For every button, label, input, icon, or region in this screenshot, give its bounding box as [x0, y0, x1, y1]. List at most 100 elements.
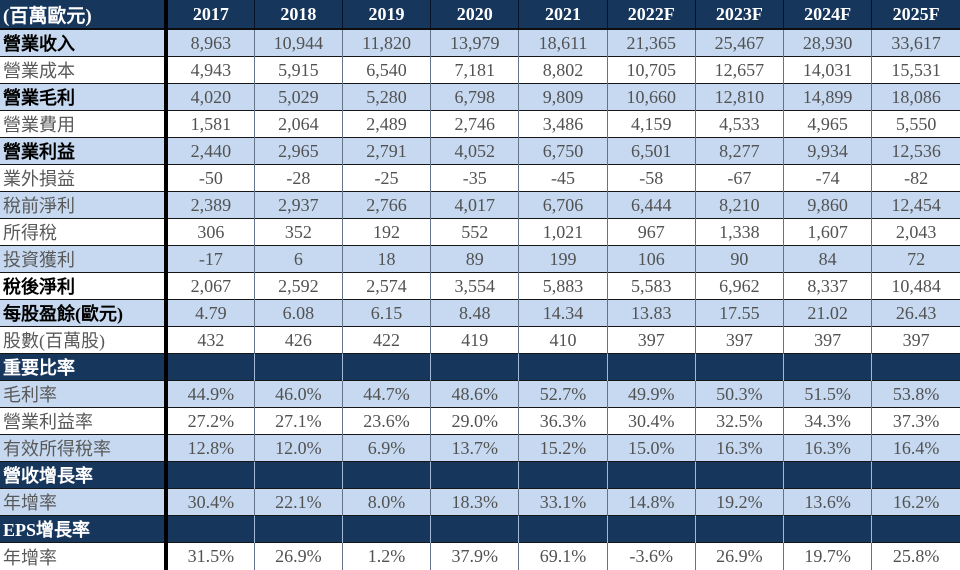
- column-header-2021: 2021: [518, 0, 608, 30]
- value-cell: 17.55: [694, 299, 784, 327]
- section-empty-cell: [253, 515, 343, 543]
- value-cell: 1,581: [165, 110, 255, 138]
- value-cell: 2,064: [253, 110, 343, 138]
- value-cell: 12.8%: [165, 434, 255, 462]
- value-cell: 9,860: [783, 191, 872, 219]
- table-row: 營業利益 2,440 2,965 2,791 4,052 6,750 6,501 8,277 9…: [0, 137, 960, 165]
- value-cell: 2,937: [253, 191, 343, 219]
- value-cell: 6,798: [430, 83, 519, 111]
- value-cell: 10,660: [606, 83, 696, 111]
- table-row: 營業利益率 27.2% 27.1% 23.6% 29.0% 36.3% 30.4% 32.5%…: [0, 407, 960, 435]
- value-cell: 25,467: [694, 29, 784, 57]
- table-row: 每股盈餘(歐元) 4.79 6.08 6.15 8.48 14.34 13.83 17.55 2…: [0, 299, 960, 327]
- value-cell: 8,277: [694, 137, 784, 165]
- value-cell: 8,963: [165, 29, 255, 57]
- value-cell: 72: [871, 245, 960, 273]
- section-empty-cell: [783, 461, 872, 489]
- value-cell: 14,899: [783, 83, 872, 111]
- value-cell: 4,020: [165, 83, 255, 111]
- value-cell: 53.8%: [871, 380, 960, 408]
- value-cell: -17: [165, 245, 255, 273]
- value-cell: 26.9%: [694, 542, 784, 570]
- table-row: 毛利率 44.9% 46.0% 44.7% 48.6% 52.7% 49.9% 50.3% 51…: [0, 380, 960, 408]
- value-cell: 34.3%: [783, 407, 872, 435]
- value-cell: 2,067: [165, 272, 255, 300]
- value-cell: 11,820: [341, 29, 431, 57]
- section-empty-cell: [783, 353, 872, 381]
- value-cell: 410: [518, 326, 608, 354]
- section-empty-cell: [871, 515, 960, 543]
- value-cell: 18: [341, 245, 431, 273]
- value-cell: 6.9%: [341, 434, 431, 462]
- value-cell: 3,486: [518, 110, 608, 138]
- section-header-row: 營收增長率: [0, 461, 960, 489]
- value-cell: 14,031: [783, 56, 872, 84]
- value-cell: 1.2%: [341, 542, 431, 570]
- table-row: 投資獲利 -17 6 18 89 199 106 90 84 72: [0, 245, 960, 273]
- value-cell: 49.9%: [606, 380, 696, 408]
- value-cell: 2,791: [341, 137, 431, 165]
- section-label: EPS增長率: [0, 515, 168, 543]
- section-empty-cell: [253, 461, 343, 489]
- row-label: 稅後淨利: [0, 272, 168, 300]
- value-cell: 397: [606, 326, 696, 354]
- value-cell: 23.6%: [341, 407, 431, 435]
- section-empty-cell: [871, 461, 960, 489]
- value-cell: 4,533: [694, 110, 784, 138]
- value-cell: 30.4%: [165, 488, 255, 516]
- section-empty-cell: [341, 515, 431, 543]
- value-cell: 4,943: [165, 56, 255, 84]
- value-cell: 4,017: [430, 191, 519, 219]
- value-cell: 18.3%: [430, 488, 519, 516]
- value-cell: 51.5%: [783, 380, 872, 408]
- value-cell: 14.34: [518, 299, 608, 327]
- table-row: 所得稅 306 352 192 552 1,021 967 1,338 1,607 2,043: [0, 218, 960, 246]
- value-cell: 37.3%: [871, 407, 960, 435]
- value-cell: 22.1%: [253, 488, 343, 516]
- value-cell: 50.3%: [694, 380, 784, 408]
- section-empty-cell: [694, 353, 784, 381]
- value-cell: -58: [606, 164, 696, 192]
- section-empty-cell: [783, 515, 872, 543]
- table-body: 營業收入 8,963 10,944 11,820 13,979 18,611 21,365 2…: [0, 29, 960, 570]
- value-cell: 9,809: [518, 83, 608, 111]
- value-cell: 16.4%: [871, 434, 960, 462]
- value-cell: 10,944: [253, 29, 343, 57]
- table-row: 營業收入 8,963 10,944 11,820 13,979 18,611 21,365 2…: [0, 29, 960, 57]
- value-cell: 12,454: [871, 191, 960, 219]
- value-cell: 15,531: [871, 56, 960, 84]
- table-row: 股數(百萬股) 432 426 422 419 410 397 397 397 397: [0, 326, 960, 354]
- table-row: 營業費用 1,581 2,064 2,489 2,746 3,486 4,159 4,533 4…: [0, 110, 960, 138]
- value-cell: 13.83: [606, 299, 696, 327]
- value-cell: 7,181: [430, 56, 519, 84]
- value-cell: 5,883: [518, 272, 608, 300]
- section-empty-cell: [606, 461, 696, 489]
- value-cell: 44.9%: [165, 380, 255, 408]
- value-cell: 12,536: [871, 137, 960, 165]
- header-row: (百萬歐元) 2017 2018 2019 2020 2021 2022F 2023F 2024…: [0, 0, 960, 30]
- value-cell: 2,489: [341, 110, 431, 138]
- value-cell: 419: [430, 326, 519, 354]
- value-cell: 52.7%: [518, 380, 608, 408]
- row-label: 稅前淨利: [0, 191, 168, 219]
- section-header-row: EPS增長率: [0, 515, 960, 543]
- section-empty-cell: [165, 461, 255, 489]
- section-empty-cell: [253, 353, 343, 381]
- section-empty-cell: [341, 353, 431, 381]
- value-cell: 4,052: [430, 137, 519, 165]
- value-cell: 6,540: [341, 56, 431, 84]
- section-empty-cell: [430, 515, 519, 543]
- value-cell: -28: [253, 164, 343, 192]
- row-label: 營業成本: [0, 56, 168, 84]
- value-cell: -82: [871, 164, 960, 192]
- value-cell: 15.0%: [606, 434, 696, 462]
- value-cell: 1,607: [783, 218, 872, 246]
- value-cell: 10,484: [871, 272, 960, 300]
- value-cell: 21.02: [783, 299, 872, 327]
- value-cell: 8.0%: [341, 488, 431, 516]
- value-cell: 6,750: [518, 137, 608, 165]
- row-label: 有效所得稅率: [0, 434, 168, 462]
- value-cell: 8,337: [783, 272, 872, 300]
- value-cell: -35: [430, 164, 519, 192]
- value-cell: 46.0%: [253, 380, 343, 408]
